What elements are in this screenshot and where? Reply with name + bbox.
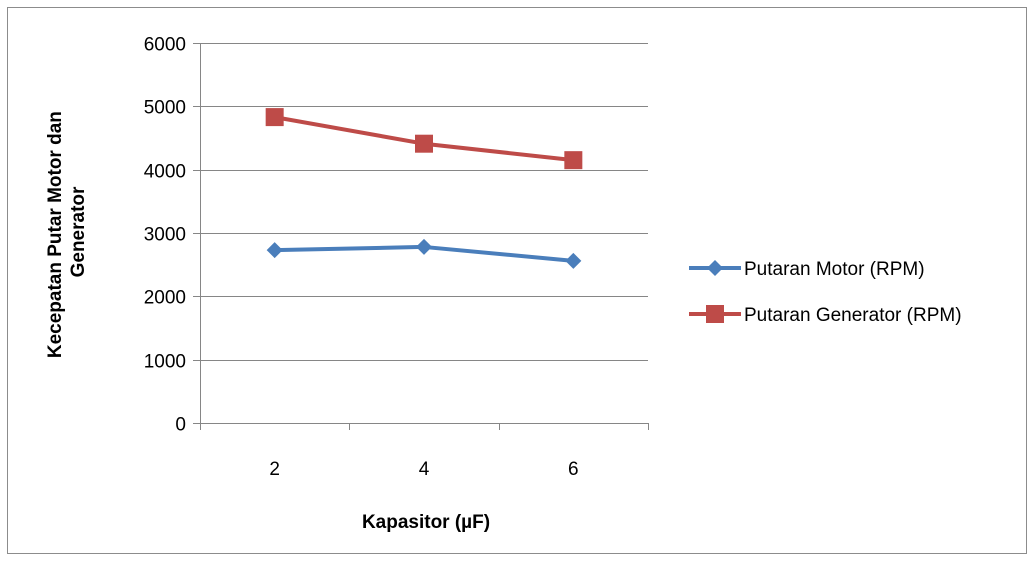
legend: Putaran Motor (RPM) Putaran Generator (RP… (689, 259, 962, 326)
data-point (415, 134, 433, 153)
series-1 (266, 238, 582, 269)
y-tick-label: 2000 (144, 288, 186, 309)
y-axis-title: Kecepatan Putar Motor dan Generator (45, 106, 89, 358)
series-2 (265, 108, 583, 170)
data-point (565, 252, 582, 269)
y-axis-title-line-1: Kecepatan Putar Motor dan (45, 111, 66, 358)
chart-frame (7, 7, 1027, 554)
gridlines (200, 43, 648, 361)
y-axis-title-line-2: Generator (68, 186, 89, 277)
legend-entry: Putaran Generator (RPM) (689, 305, 962, 326)
y-tick-label: 3000 (144, 225, 186, 246)
legend-marker (706, 305, 724, 323)
y-tick-label: 6000 (144, 35, 186, 56)
y-tick-label: 4000 (144, 162, 186, 183)
y-tick-label: 0 (175, 415, 186, 436)
data-point (266, 242, 283, 259)
y-tick-label: 5000 (144, 98, 186, 119)
data-point (265, 108, 284, 127)
data-point (416, 238, 432, 255)
x-axis-title: Kapasitor (µF) (362, 512, 490, 533)
x-tick-label: 6 (568, 459, 579, 480)
x-tick-label: 4 (419, 459, 430, 480)
y-tick-labels: 0 1000 2000 3000 4000 5000 6000 (144, 35, 186, 436)
x-tick-label: 2 (269, 459, 280, 480)
legend-label: Putaran Motor (RPM) (744, 259, 925, 280)
x-tick-labels: 2 4 6 (269, 459, 578, 480)
data-point (564, 151, 583, 170)
y-tick-label: 1000 (144, 352, 186, 373)
legend-label: Putaran Generator (RPM) (744, 305, 962, 326)
legend-marker (707, 260, 723, 276)
axes (193, 43, 649, 430)
series (265, 108, 583, 269)
legend-entry: Putaran Motor (RPM) (689, 259, 925, 280)
